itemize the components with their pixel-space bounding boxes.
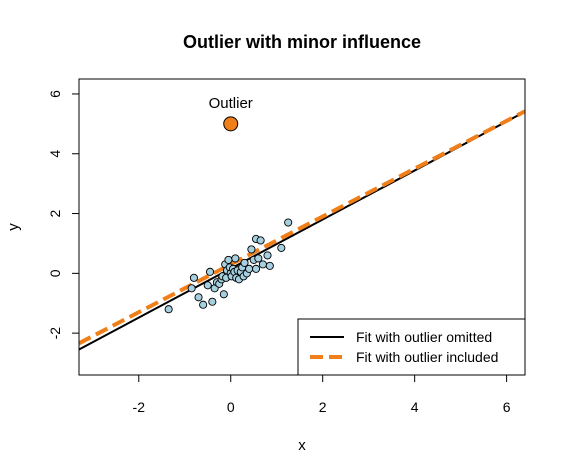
- data-point: [205, 267, 215, 276]
- y-tick-label: 2: [47, 209, 63, 217]
- data-point: [164, 305, 173, 314]
- data-point: [240, 258, 249, 267]
- data-point: [208, 297, 217, 306]
- data-point: [247, 245, 256, 254]
- data-point: [194, 293, 203, 302]
- y-axis-label: y: [5, 223, 22, 231]
- fit-lines: [79, 109, 525, 351]
- data-point: [189, 273, 198, 282]
- x-tick-label: 0: [227, 399, 235, 415]
- x-axis-label: x: [298, 437, 306, 454]
- data-point: [187, 284, 196, 293]
- outlier-label: Outlier: [209, 95, 253, 112]
- data-point: [277, 243, 286, 252]
- legend-label-fit-omitted: Fit with outlier omitted: [356, 329, 492, 345]
- data-point: [265, 261, 274, 270]
- y-axis: -2 0 2 4 6: [47, 90, 80, 340]
- x-axis: -2 0 2 4 6: [133, 374, 511, 415]
- y-tick-label: -2: [47, 327, 63, 340]
- legend-box: [297, 318, 526, 376]
- legend: Fit with outlier omitted Fit with outlie…: [297, 318, 526, 376]
- data-point: [203, 281, 212, 290]
- data-point: [199, 300, 208, 309]
- chart-title: Outlier with minor influence: [183, 32, 421, 52]
- y-tick-label: 0: [47, 269, 63, 277]
- data-points: [164, 218, 293, 314]
- fit-line-outlier-included: [79, 109, 525, 346]
- data-point: [284, 218, 293, 227]
- y-tick-label: 6: [47, 90, 63, 98]
- outlier-point: [223, 116, 239, 132]
- x-tick-label: -2: [133, 399, 146, 415]
- x-tick-label: 2: [319, 399, 327, 415]
- data-point: [258, 260, 267, 269]
- x-tick-label: 6: [503, 399, 511, 415]
- outlier-group: Outlier: [209, 95, 253, 132]
- data-point: [245, 264, 254, 273]
- data-point: [254, 254, 263, 263]
- x-tick-label: 4: [411, 399, 419, 415]
- data-point: [251, 264, 261, 273]
- data-point: [231, 254, 240, 263]
- data-point: [256, 236, 265, 245]
- data-point: [219, 290, 228, 299]
- y-tick-label: 4: [47, 150, 63, 158]
- data-point: [263, 251, 272, 260]
- data-point: [224, 255, 233, 264]
- legend-label-fit-included: Fit with outlier included: [356, 349, 498, 365]
